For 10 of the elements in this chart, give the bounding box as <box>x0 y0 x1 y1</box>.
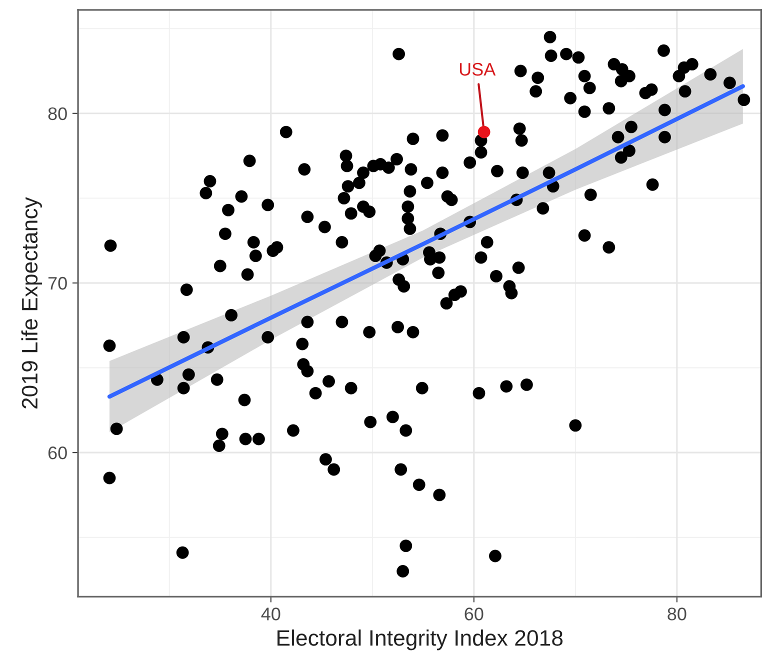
annotation: USA <box>460 62 496 76</box>
x-axis-title: Electoral Integrity Index 2018 <box>278 630 563 650</box>
y-tick-label: 70 <box>48 276 67 290</box>
x-tick-label: 80 <box>668 608 686 620</box>
y-tick-label: 80 <box>48 107 67 120</box>
x-tick-label: 40 <box>261 608 280 620</box>
x-tick-label: 60 <box>464 608 484 620</box>
y-axis-title: 2019 Life Expectancy <box>21 197 42 408</box>
line-series <box>107 84 745 399</box>
y-tick-label: 60 <box>48 446 67 460</box>
